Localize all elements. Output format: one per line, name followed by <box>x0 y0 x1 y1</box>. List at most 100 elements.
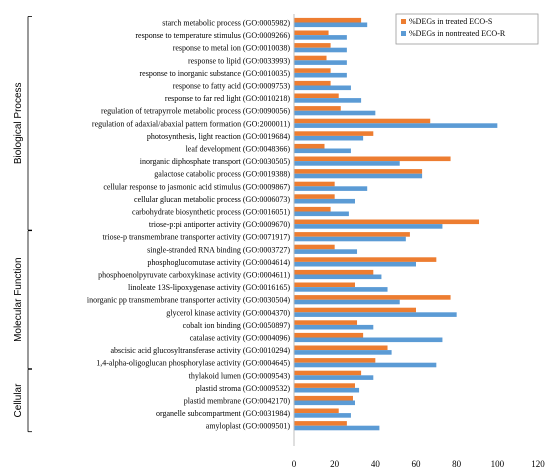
x-tick-label: 80 <box>452 459 462 469</box>
x-tick-label: 60 <box>412 459 422 469</box>
bar-treated-eco-s <box>294 106 341 111</box>
bar-nontreated-eco-r <box>294 211 349 217</box>
x-tick-label: 0 <box>292 459 297 469</box>
bar-treated-eco-s <box>294 181 335 187</box>
category-label: triose-p transmembrane transporter activ… <box>103 233 291 242</box>
bar-treated-eco-s <box>294 232 410 237</box>
category-label: response to fatty acid (GO:0009753) <box>173 82 291 91</box>
bar-treated-eco-s <box>294 169 423 174</box>
legend-box <box>395 13 539 45</box>
bar-treated-eco-s <box>294 358 376 363</box>
category-label: carbohydrate biosynthetic process (GO:00… <box>132 208 290 217</box>
category-label: response to inorganic substance (GO:0010… <box>140 69 291 78</box>
bar-nontreated-eco-r <box>294 123 498 128</box>
category-label: galactose catabolic process (GO:0019388) <box>154 170 290 179</box>
bar-treated-eco-s <box>294 282 355 288</box>
category-label: cellular response to jasmonic acid stimu… <box>103 182 290 191</box>
x-tick-label: 100 <box>491 459 505 469</box>
x-tick-label: 20 <box>330 459 340 469</box>
bar-nontreated-eco-r <box>294 72 347 78</box>
group-label: Cellular <box>13 383 24 418</box>
bar-treated-eco-s <box>294 269 374 275</box>
category-label: catalase activity (GO:0004096) <box>190 334 291 343</box>
bar-treated-eco-s <box>294 156 451 162</box>
bar-treated-eco-s <box>294 93 339 99</box>
bar-treated-eco-s <box>294 194 335 199</box>
category-label: regulation of adaxial/abaxial pattern fo… <box>92 119 290 128</box>
bar-nontreated-eco-r <box>294 161 400 166</box>
bar-nontreated-eco-r <box>294 47 347 53</box>
bar-nontreated-eco-r <box>294 261 416 267</box>
bar-treated-eco-s <box>294 307 416 313</box>
bar-nontreated-eco-r <box>294 224 443 229</box>
category-label: thylakoid lumen (GO:0009543) <box>189 371 291 380</box>
bar-nontreated-eco-r <box>294 413 351 418</box>
legend-label-nontreated: %DEGs in nontreated ECO-R <box>409 29 506 38</box>
bar-treated-eco-s <box>294 332 364 338</box>
bar-treated-eco-s <box>294 295 451 300</box>
category-label: response to far red light (GO:0010218) <box>165 94 290 103</box>
bar-nontreated-eco-r <box>294 110 376 116</box>
bar-treated-eco-s <box>294 219 480 225</box>
bar-nontreated-eco-r <box>294 236 406 242</box>
legend-swatch-treated <box>401 19 406 24</box>
category-label: photosynthesis, light reaction (GO:00196… <box>147 132 290 141</box>
category-label: inorganic pp transmembrane transporter a… <box>87 296 290 305</box>
bar-nontreated-eco-r <box>294 362 437 368</box>
bar-treated-eco-s <box>294 131 374 136</box>
bar-treated-eco-s <box>294 421 347 426</box>
bar-nontreated-eco-r <box>294 22 368 28</box>
bar-treated-eco-s <box>294 408 339 414</box>
bar-treated-eco-s <box>294 370 362 376</box>
bar-nontreated-eco-r <box>294 98 362 103</box>
category-label: cobalt ion binding (GO:0050897) <box>183 321 291 330</box>
category-label: response to lipid (GO:0033993) <box>188 56 290 65</box>
bar-nontreated-eco-r <box>294 387 360 393</box>
group-label: Biological Process <box>13 82 24 164</box>
bar-treated-eco-s <box>294 118 431 124</box>
category-label: amyloplast (GO:0009501) <box>206 422 291 431</box>
category-label: phosphoglucomutase activity (GO:0004614) <box>147 258 290 267</box>
group-label: Molecular Function <box>13 257 24 341</box>
bar-nontreated-eco-r <box>294 350 392 355</box>
category-label: linoleate 13S-lipoxygenase activity (GO:… <box>128 283 290 292</box>
category-label: glycerol kinase activity (GO:0004370) <box>166 308 290 317</box>
category-label: 1,4-alpha-oligoglucan phosphorylase acti… <box>96 359 290 368</box>
category-label: response to temperature stimulus (GO:000… <box>135 31 290 40</box>
bar-treated-eco-s <box>294 257 437 262</box>
bar-nontreated-eco-r <box>294 375 374 380</box>
category-label: plastid membrane (GO:0042170) <box>184 397 291 406</box>
bar-nontreated-eco-r <box>294 85 351 91</box>
bar-treated-eco-s <box>294 383 355 388</box>
bar-treated-eco-s <box>294 345 388 351</box>
bar-nontreated-eco-r <box>294 198 355 204</box>
bar-nontreated-eco-r <box>294 324 374 330</box>
bar-treated-eco-s <box>294 30 329 36</box>
bar-nontreated-eco-r <box>294 287 388 292</box>
legend-swatch-nontreated <box>401 31 406 36</box>
category-label: cellular glucan metabolic process (GO:00… <box>134 195 290 204</box>
bar-treated-eco-s <box>294 17 362 23</box>
bar-nontreated-eco-r <box>294 186 368 191</box>
category-label: phosphoenolpyruvate carboxykinase activi… <box>98 271 290 280</box>
category-label: plastid stroma (GO:0009532) <box>196 384 291 393</box>
bar-nontreated-eco-r <box>294 135 364 141</box>
bar-nontreated-eco-r <box>294 173 423 179</box>
bar-treated-eco-s <box>294 80 331 86</box>
bar-nontreated-eco-r <box>294 60 347 65</box>
bar-nontreated-eco-r <box>294 312 457 317</box>
bar-treated-eco-s <box>294 55 327 61</box>
bar-treated-eco-s <box>294 395 353 401</box>
category-label: regulation of tetrapyrrole metabolic pro… <box>101 107 290 116</box>
legend-label-treated: %DEGs in treated ECO-S <box>409 17 492 26</box>
bar-nontreated-eco-r <box>294 425 380 431</box>
category-label: inorganic diphosphate transport (GO:0030… <box>140 157 291 166</box>
x-tick-label: 120 <box>531 459 545 469</box>
category-label: leaf development (GO:0048366) <box>186 145 291 154</box>
bar-treated-eco-s <box>294 206 331 212</box>
x-tick-label: 40 <box>371 459 381 469</box>
bar-nontreated-eco-r <box>294 299 400 305</box>
bar-treated-eco-s <box>294 43 331 48</box>
